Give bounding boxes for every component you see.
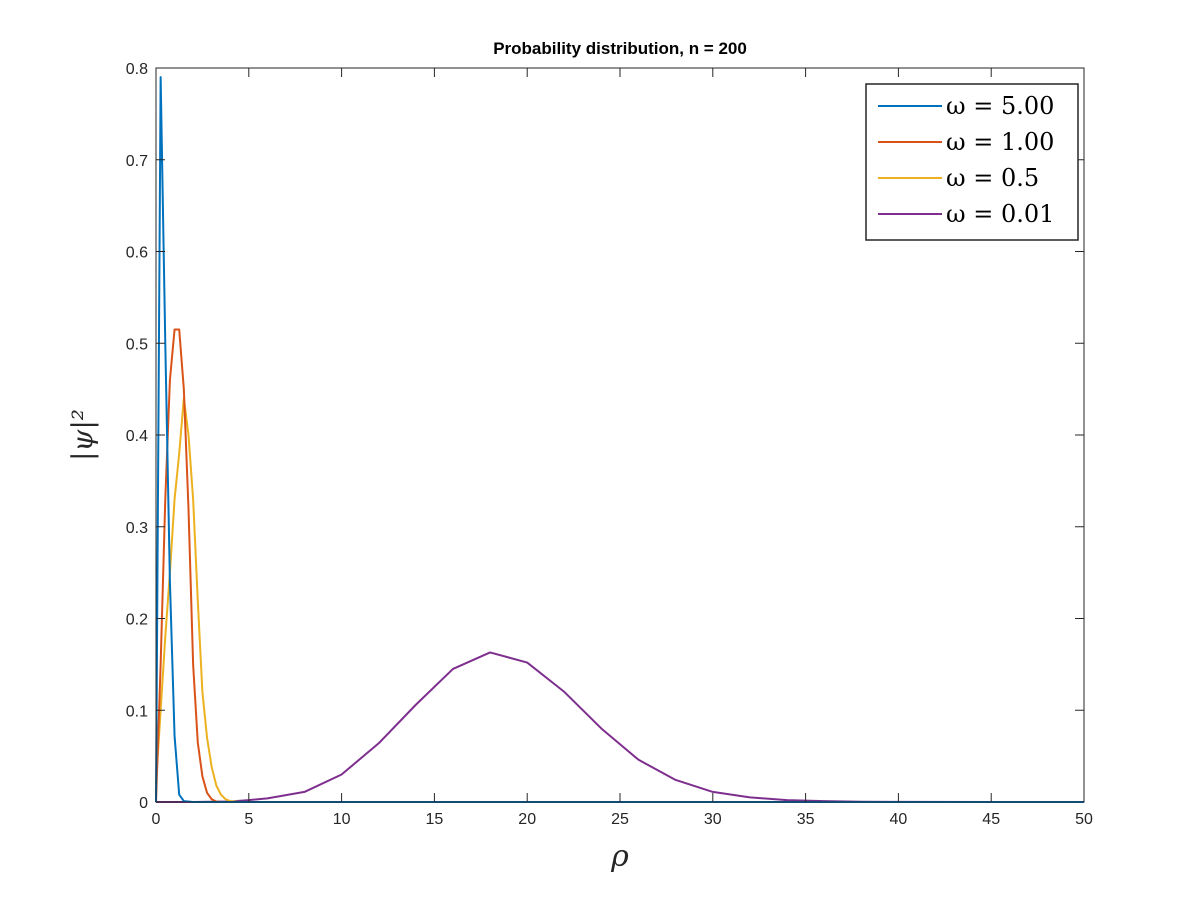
x-tick-label: 15 xyxy=(426,811,444,828)
x-tick-label: 25 xyxy=(611,811,629,828)
legend-label: ω = 5.00 xyxy=(946,92,1054,120)
y-tick-label: 0.7 xyxy=(126,153,148,170)
y-tick-label: 0.3 xyxy=(126,520,148,537)
y-ticks: 0 0.1 0.2 0.3 0.4 0.5 0.6 0.7 0.8 xyxy=(126,61,1084,812)
x-tick-label: 45 xyxy=(982,811,1000,828)
x-tick-label: 5 xyxy=(244,811,253,828)
y-tick-label: 0.5 xyxy=(126,336,148,353)
legend-label: ω = 0.01 xyxy=(946,200,1054,228)
y-tick-label: 0.4 xyxy=(126,428,148,445)
y-tick-label: 0 xyxy=(139,795,148,812)
x-tick-label: 10 xyxy=(333,811,351,828)
y-tick-label: 0.6 xyxy=(126,245,148,262)
x-tick-label: 30 xyxy=(704,811,722,828)
y-axis-label: |ψ|² xyxy=(66,409,99,461)
x-tick-label: 35 xyxy=(797,811,815,828)
legend-items: ω = 5.00 ω = 1.00 ω = 0.5 ω = 0.01 xyxy=(878,92,1054,228)
x-ticks: 0 5 10 15 20 25 30 35 40 45 50 xyxy=(152,68,1093,828)
x-tick-label: 0 xyxy=(152,811,161,828)
legend-label: ω = 0.5 xyxy=(946,164,1039,192)
chart-title: Probability distribution, n = 200 xyxy=(493,39,747,58)
legend: ω = 5.00 ω = 1.00 ω = 0.5 ω = 0.01 xyxy=(865,83,1079,241)
y-tick-label: 0.2 xyxy=(126,612,148,629)
y-tick-label: 0.8 xyxy=(126,61,148,78)
series-line xyxy=(155,397,1084,803)
legend-label: ω = 1.00 xyxy=(946,128,1054,156)
x-tick-label: 50 xyxy=(1075,811,1093,828)
y-tick-label: 0.1 xyxy=(126,703,148,720)
x-tick-label: 40 xyxy=(890,811,908,828)
x-axis-label: ρ xyxy=(610,839,629,874)
x-tick-label: 20 xyxy=(518,811,536,828)
